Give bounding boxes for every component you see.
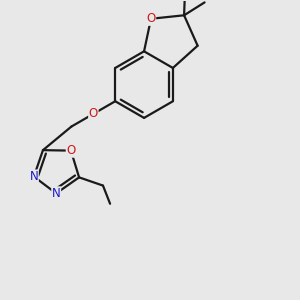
Text: N: N xyxy=(29,170,38,183)
Text: O: O xyxy=(89,107,98,120)
Text: O: O xyxy=(146,12,156,25)
Text: O: O xyxy=(66,144,76,157)
Text: N: N xyxy=(52,187,61,200)
